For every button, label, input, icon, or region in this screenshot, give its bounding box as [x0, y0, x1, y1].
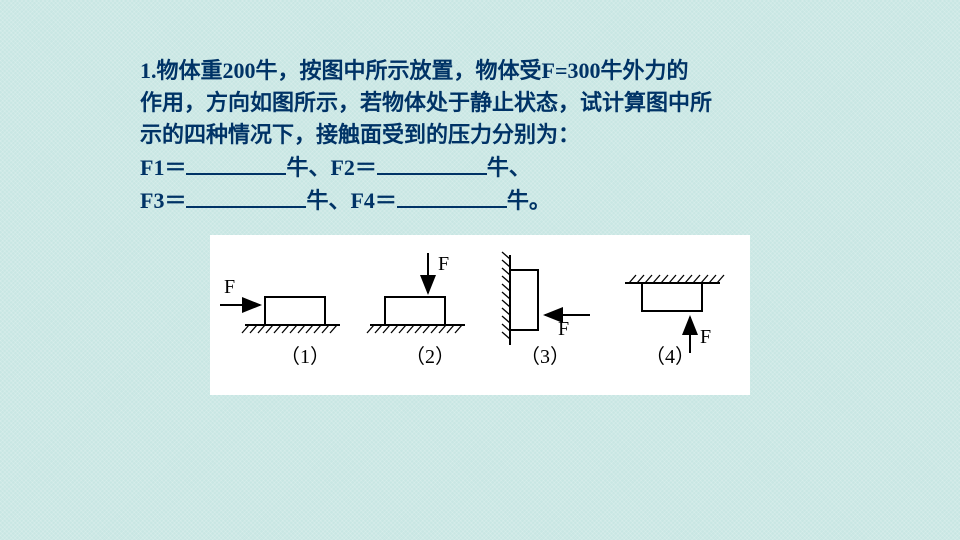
blank-f1: [186, 151, 286, 175]
q-text: 牛外力的: [601, 58, 689, 83]
svg-text:（2）: （2）: [405, 345, 455, 368]
svg-text:F: F: [224, 276, 235, 298]
blank-f2: [377, 151, 487, 175]
svg-text:F: F: [438, 253, 449, 275]
svg-text:（1）: （1）: [280, 345, 330, 368]
q-text: 牛，按图中所示放置，物体受: [256, 58, 542, 83]
q-weight: 200: [223, 58, 256, 83]
question-text: 1.物体重200牛，按图中所示放置，物体受F=300牛外力的 作用，方向如图所示…: [140, 55, 820, 217]
blank-f4: [397, 184, 507, 208]
f4-suffix: 牛。: [507, 188, 551, 213]
q-text: 示的四种情况下，接触面受到的压力分别为：: [140, 122, 580, 147]
f2-suffix: 牛、: [487, 155, 531, 180]
blank-f3: [186, 184, 306, 208]
f3-label: F3＝: [140, 188, 186, 213]
svg-text:（3）: （3）: [520, 345, 570, 368]
f4-label: 牛、F4＝: [306, 188, 396, 213]
q-text: 作用，方向如图所示，若物体处于静止状态，试计算图中所: [140, 90, 712, 115]
q-fvar: F=300: [542, 58, 601, 83]
svg-text:（4）: （4）: [645, 345, 695, 368]
diagram-figure: F（1）F（2）F（3）F（4）: [210, 235, 750, 395]
svg-text:F: F: [558, 318, 569, 340]
svg-text:F: F: [700, 326, 711, 348]
f2-label: 牛、F2＝: [286, 155, 376, 180]
q-text: 1.物体重: [140, 58, 223, 83]
f1-label: F1＝: [140, 155, 186, 180]
